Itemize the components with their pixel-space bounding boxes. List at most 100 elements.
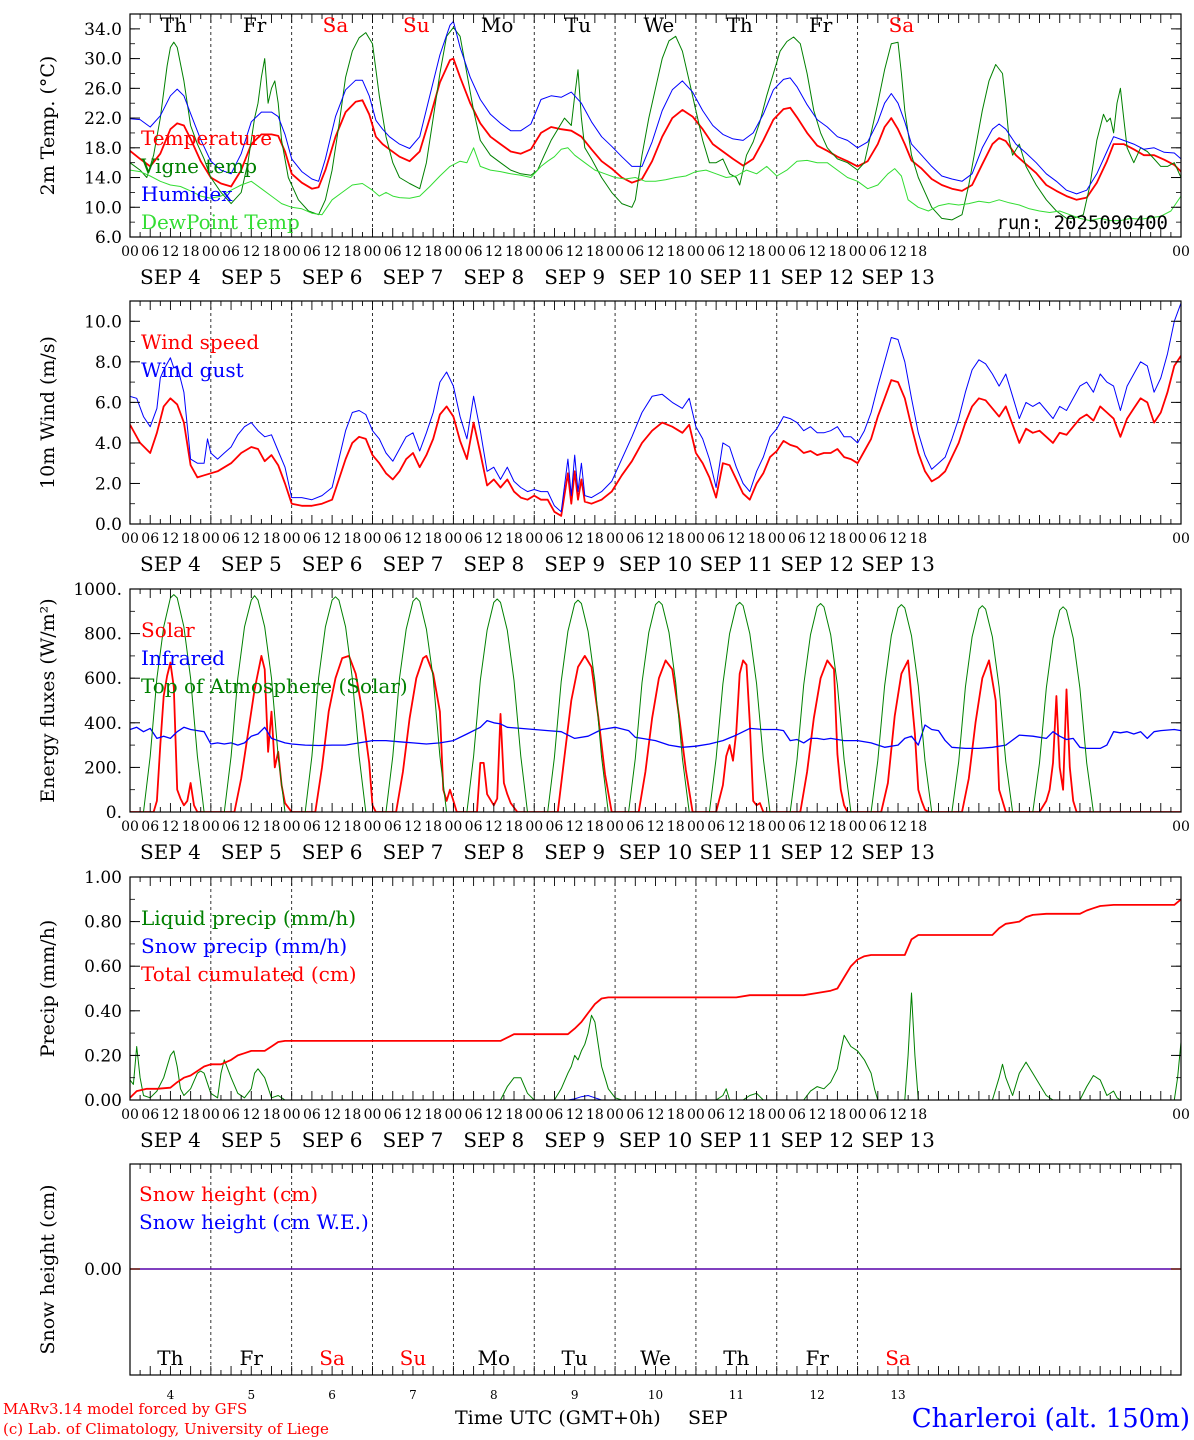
y-tick-label: 1.00: [84, 868, 122, 888]
y-tick-label: 6.0: [95, 228, 122, 248]
series-line-wind-speed: [130, 355, 1181, 517]
hour-label: 06: [869, 1107, 887, 1123]
hour-label: 06: [222, 819, 240, 835]
series-line-wind-gust: [130, 302, 1181, 513]
date-label: SEP 5: [221, 1128, 282, 1152]
hour-label: 18: [909, 244, 927, 260]
date-label: SEP 10: [619, 1128, 693, 1152]
hour-label: 06: [546, 1107, 564, 1123]
y-tick-label: 8.0: [95, 353, 122, 373]
weekday-label: Sa: [319, 1346, 345, 1370]
hour-label: 12: [162, 244, 180, 260]
y-axis-title: Precip (mm/h): [37, 920, 59, 1058]
legend-label: Temperature: [141, 126, 272, 150]
hour-label: 06: [384, 819, 402, 835]
date-label: SEP 13: [861, 552, 935, 576]
hour-label: 00: [768, 819, 786, 835]
hour-label: 12: [808, 1107, 826, 1123]
hour-label: 18: [748, 244, 766, 260]
weekday-label: We: [643, 13, 674, 37]
date-label: SEP 13: [861, 1128, 935, 1152]
hour-label: 00: [849, 1107, 867, 1123]
hour-label: 06: [707, 819, 725, 835]
hour-label: 00: [121, 819, 139, 835]
lab-credit: (c) Lab. of Climatology, University of L…: [3, 1420, 329, 1438]
hour-label: 12: [162, 819, 180, 835]
hour-label: 18: [586, 819, 604, 835]
hour-label: 00: [525, 244, 543, 260]
y-tick-label: 0.00: [84, 1091, 122, 1111]
hour-label: 00: [364, 819, 382, 835]
hour-label: 18: [505, 819, 523, 835]
hour-label: 00: [202, 1107, 220, 1123]
hour-label: 18: [828, 531, 846, 547]
hour-label: 12: [323, 819, 341, 835]
date-label: SEP 13: [861, 265, 935, 289]
y-tick-label: 6.0: [95, 393, 122, 413]
hour-label: 18: [182, 531, 200, 547]
y-axis-title: Snow height (cm): [37, 1184, 59, 1354]
hour-label: 18: [343, 1107, 361, 1123]
hour-label: 06: [546, 244, 564, 260]
date-label: SEP 8: [463, 265, 524, 289]
hour-label: 06: [707, 244, 725, 260]
hour-label: 18: [505, 244, 523, 260]
y-tick-label: 0.: [106, 803, 122, 823]
hour-label: 18: [263, 244, 281, 260]
hour-label: 00: [364, 244, 382, 260]
y-tick-label: 4.0: [95, 434, 122, 454]
hour-label: 18: [667, 819, 685, 835]
date-label: SEP 11: [700, 1128, 774, 1152]
hour-label: 00: [606, 244, 624, 260]
date-label: SEP 4: [140, 840, 201, 864]
hour-label: 18: [182, 244, 200, 260]
hour-label: 00: [202, 244, 220, 260]
hour-label: 18: [343, 531, 361, 547]
hour-label: 06: [384, 244, 402, 260]
weekday-label: Mo: [478, 1346, 511, 1370]
hour-label: 18: [586, 244, 604, 260]
date-label: SEP 7: [383, 1128, 444, 1152]
run-label: run: 2025090400: [996, 212, 1168, 234]
hour-label: 12: [485, 531, 503, 547]
y-tick-label: 0.20: [84, 1046, 122, 1066]
hour-label: 12: [647, 531, 665, 547]
hour-label: 06: [869, 819, 887, 835]
hour-label: 18: [182, 1107, 200, 1123]
hour-label: 12: [566, 531, 584, 547]
day-number-label: 9: [571, 1388, 579, 1402]
wind-panel: 0.0 2.0 4.0 6.0 8.0 10.0 10m Wind (m/s) Wind sp…: [37, 300, 1190, 576]
date-label: SEP 7: [383, 840, 444, 864]
date-label: SEP 6: [302, 265, 363, 289]
y-tick-label: 30.0: [84, 50, 122, 70]
plot-frame: [129, 13, 1182, 238]
y-tick-label: 10.0: [84, 312, 122, 332]
legend-label: Humidex: [141, 182, 233, 206]
hour-label: 12: [889, 1107, 907, 1123]
y-axis-title: 2m Temp. (°C): [37, 56, 59, 196]
hour-label: 18: [667, 531, 685, 547]
hour-label: 12: [242, 244, 260, 260]
hour-label: 00: [687, 1107, 705, 1123]
y-tick-label: 34.0: [84, 20, 122, 40]
hour-label: 18: [748, 1107, 766, 1123]
date-label: SEP 12: [780, 1128, 854, 1152]
weekday-label: Tu: [562, 1346, 588, 1370]
day-number-label: 4: [167, 1388, 175, 1402]
hour-label: 06: [869, 531, 887, 547]
hour-label: 00: [202, 819, 220, 835]
x-axis-label: Time UTC (GMT+0h): [455, 1407, 661, 1429]
hour-label: 06: [707, 531, 725, 547]
y-tick-label: 0.40: [84, 1002, 122, 1022]
date-label: SEP 5: [221, 840, 282, 864]
date-label: SEP 5: [221, 552, 282, 576]
weekday-label: Th: [723, 1346, 749, 1370]
legend-label: Top of Atmosphere (Solar): [141, 674, 408, 698]
date-label: SEP 6: [302, 840, 363, 864]
date-label: SEP 9: [544, 1128, 605, 1152]
legend-label: Snow precip (mm/h): [141, 934, 347, 958]
date-label: SEP 4: [140, 265, 201, 289]
hour-label: 12: [404, 531, 422, 547]
hour-label: 12: [889, 819, 907, 835]
hour-label: 06: [465, 244, 483, 260]
